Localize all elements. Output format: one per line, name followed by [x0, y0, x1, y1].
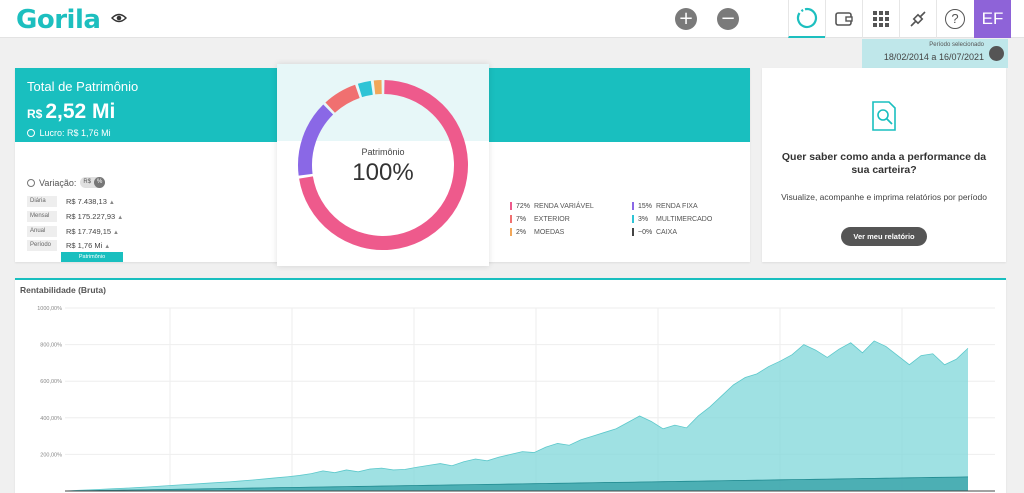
y-tick-label: 400,00% — [40, 416, 62, 422]
currency-label: R$ — [27, 107, 43, 121]
info-icon — [27, 178, 35, 187]
legend-swatch — [632, 202, 634, 210]
patrimonio-amount: 2,52 Mi — [45, 100, 116, 123]
donut-center-percent: 100% — [352, 159, 414, 186]
y-tick-label: 1000,00% — [37, 306, 62, 312]
nav-dashboard-button[interactable] — [788, 0, 825, 38]
calendar-icon[interactable] — [989, 46, 1004, 61]
series-area[interactable] — [65, 340, 968, 491]
grid-icon — [873, 11, 889, 27]
rentabilidade-card: Rentabilidade (Bruta) 1000,00% 800,00% 600… — [15, 278, 1006, 493]
info-icon — [27, 129, 35, 137]
nav-wallet-button[interactable] — [825, 0, 862, 38]
patrimonio-title: Total de Patrimônio — [27, 79, 139, 94]
legend-item[interactable]: 3% MULTIMERCADO — [632, 215, 712, 223]
lucro-value: R$ 1,76 Mi — [67, 128, 111, 138]
legend-swatch — [632, 215, 634, 223]
variacao-label: Variação: — [39, 177, 77, 188]
donut-segment[interactable] — [357, 80, 373, 98]
allocation-legend: 72% RENDA VARIÁVEL 15% RENDA FIXA 7% EXTERI… — [510, 202, 750, 242]
gorila-logo[interactable]: Gorila — [16, 5, 101, 35]
refresh-circle-icon — [796, 7, 818, 29]
legend-header-block — [489, 68, 750, 142]
relatorio-title: Quer saber como anda a performance da su… — [781, 151, 987, 176]
y-tick-label: 600,00% — [40, 379, 62, 385]
donut-segment[interactable] — [325, 84, 360, 113]
legend-item[interactable]: 2% MOEDAS — [510, 228, 564, 236]
variacao-row-value: R$ 1,76 Mi ▲ — [66, 241, 111, 250]
y-tick-label: 800,00% — [40, 343, 62, 349]
lucro-label: Lucro: — [39, 128, 65, 138]
series-line — [64, 340, 969, 492]
nav-connections-button[interactable] — [899, 0, 936, 38]
zoom-out-button[interactable]: − — [717, 8, 739, 30]
variacao-header: Variação: R$ % — [27, 177, 106, 188]
help-button[interactable]: ? — [936, 0, 973, 38]
legend-swatch — [632, 228, 634, 236]
plug-icon — [910, 11, 926, 27]
variacao-row-label: Mensal — [27, 211, 57, 222]
y-tick-label: 200,00% — [40, 452, 62, 458]
relatorio-card: Quer saber como anda a performance da su… — [762, 68, 1006, 262]
patrimonio-header: Total de Patrimônio R$ 2,52 Mi Lucro: R$ … — [15, 68, 277, 142]
donut-segment[interactable] — [299, 80, 468, 250]
chart-title: Rentabilidade (Bruta) — [20, 285, 106, 295]
legend-swatch — [510, 228, 512, 236]
lucro-line: Lucro: R$ 1,76 Mi — [27, 128, 111, 138]
series-line — [64, 476, 969, 492]
wallet-icon — [835, 12, 853, 26]
period-value: 18/02/2014 a 16/07/2021 — [883, 52, 984, 62]
donut-center-label: Patrimônio — [361, 147, 405, 157]
toggle-percent[interactable]: % — [94, 177, 106, 188]
donut-segment[interactable] — [298, 104, 334, 176]
legend-item[interactable]: 72% RENDA VARIÁVEL — [510, 202, 594, 210]
avatar[interactable]: EF — [974, 0, 1011, 38]
variacao-row-value: R$ 17.749,15 ▲ — [66, 227, 119, 236]
period-label: Período selecionado — [929, 42, 984, 48]
legend-item[interactable]: 15% RENDA FIXA — [632, 202, 698, 210]
variacao-toggle[interactable]: R$ % — [80, 177, 106, 188]
eye-icon[interactable] — [111, 12, 127, 24]
donut-panel: Patrimônio 100% — [277, 64, 489, 266]
legend-item[interactable]: ~0% CAIXA — [632, 228, 677, 236]
patrimonio-tab[interactable]: Patrimônio — [61, 252, 123, 262]
legend-swatch — [510, 215, 512, 223]
report-search-icon — [872, 101, 896, 131]
patrimonio-value: R$ 2,52 Mi — [27, 100, 115, 124]
variacao-row-label: Período — [27, 240, 57, 251]
ver-relatorio-button[interactable]: Ver meu relatório — [841, 227, 927, 246]
variacao-row-value: R$ 7.438,13 ▲ — [66, 197, 115, 206]
legend-item[interactable]: 7% EXTERIOR — [510, 215, 570, 223]
top-bar: Gorila + − ? EF — [0, 0, 1024, 38]
nav-apps-button[interactable] — [862, 0, 899, 38]
rentabilidade-chart[interactable]: 1000,00% 800,00% 600,00% 400,00% 200,00% — [15, 280, 1006, 493]
period-selector[interactable]: Período selecionado 18/02/2014 a 16/07/2… — [862, 39, 1008, 68]
legend-swatch — [510, 202, 512, 210]
relatorio-text: Visualize, acompanhe e imprima relatório… — [781, 192, 987, 202]
variacao-row-label: Diária — [27, 196, 57, 207]
help-icon: ? — [945, 9, 965, 29]
variacao-row-value: R$ 175.227,93 ▲ — [66, 212, 124, 221]
toggle-rs[interactable]: R$ — [83, 179, 92, 185]
zoom-in-button[interactable]: + — [675, 8, 697, 30]
variacao-row-label: Anual — [27, 226, 57, 237]
allocation-donut-chart[interactable] — [277, 64, 489, 266]
